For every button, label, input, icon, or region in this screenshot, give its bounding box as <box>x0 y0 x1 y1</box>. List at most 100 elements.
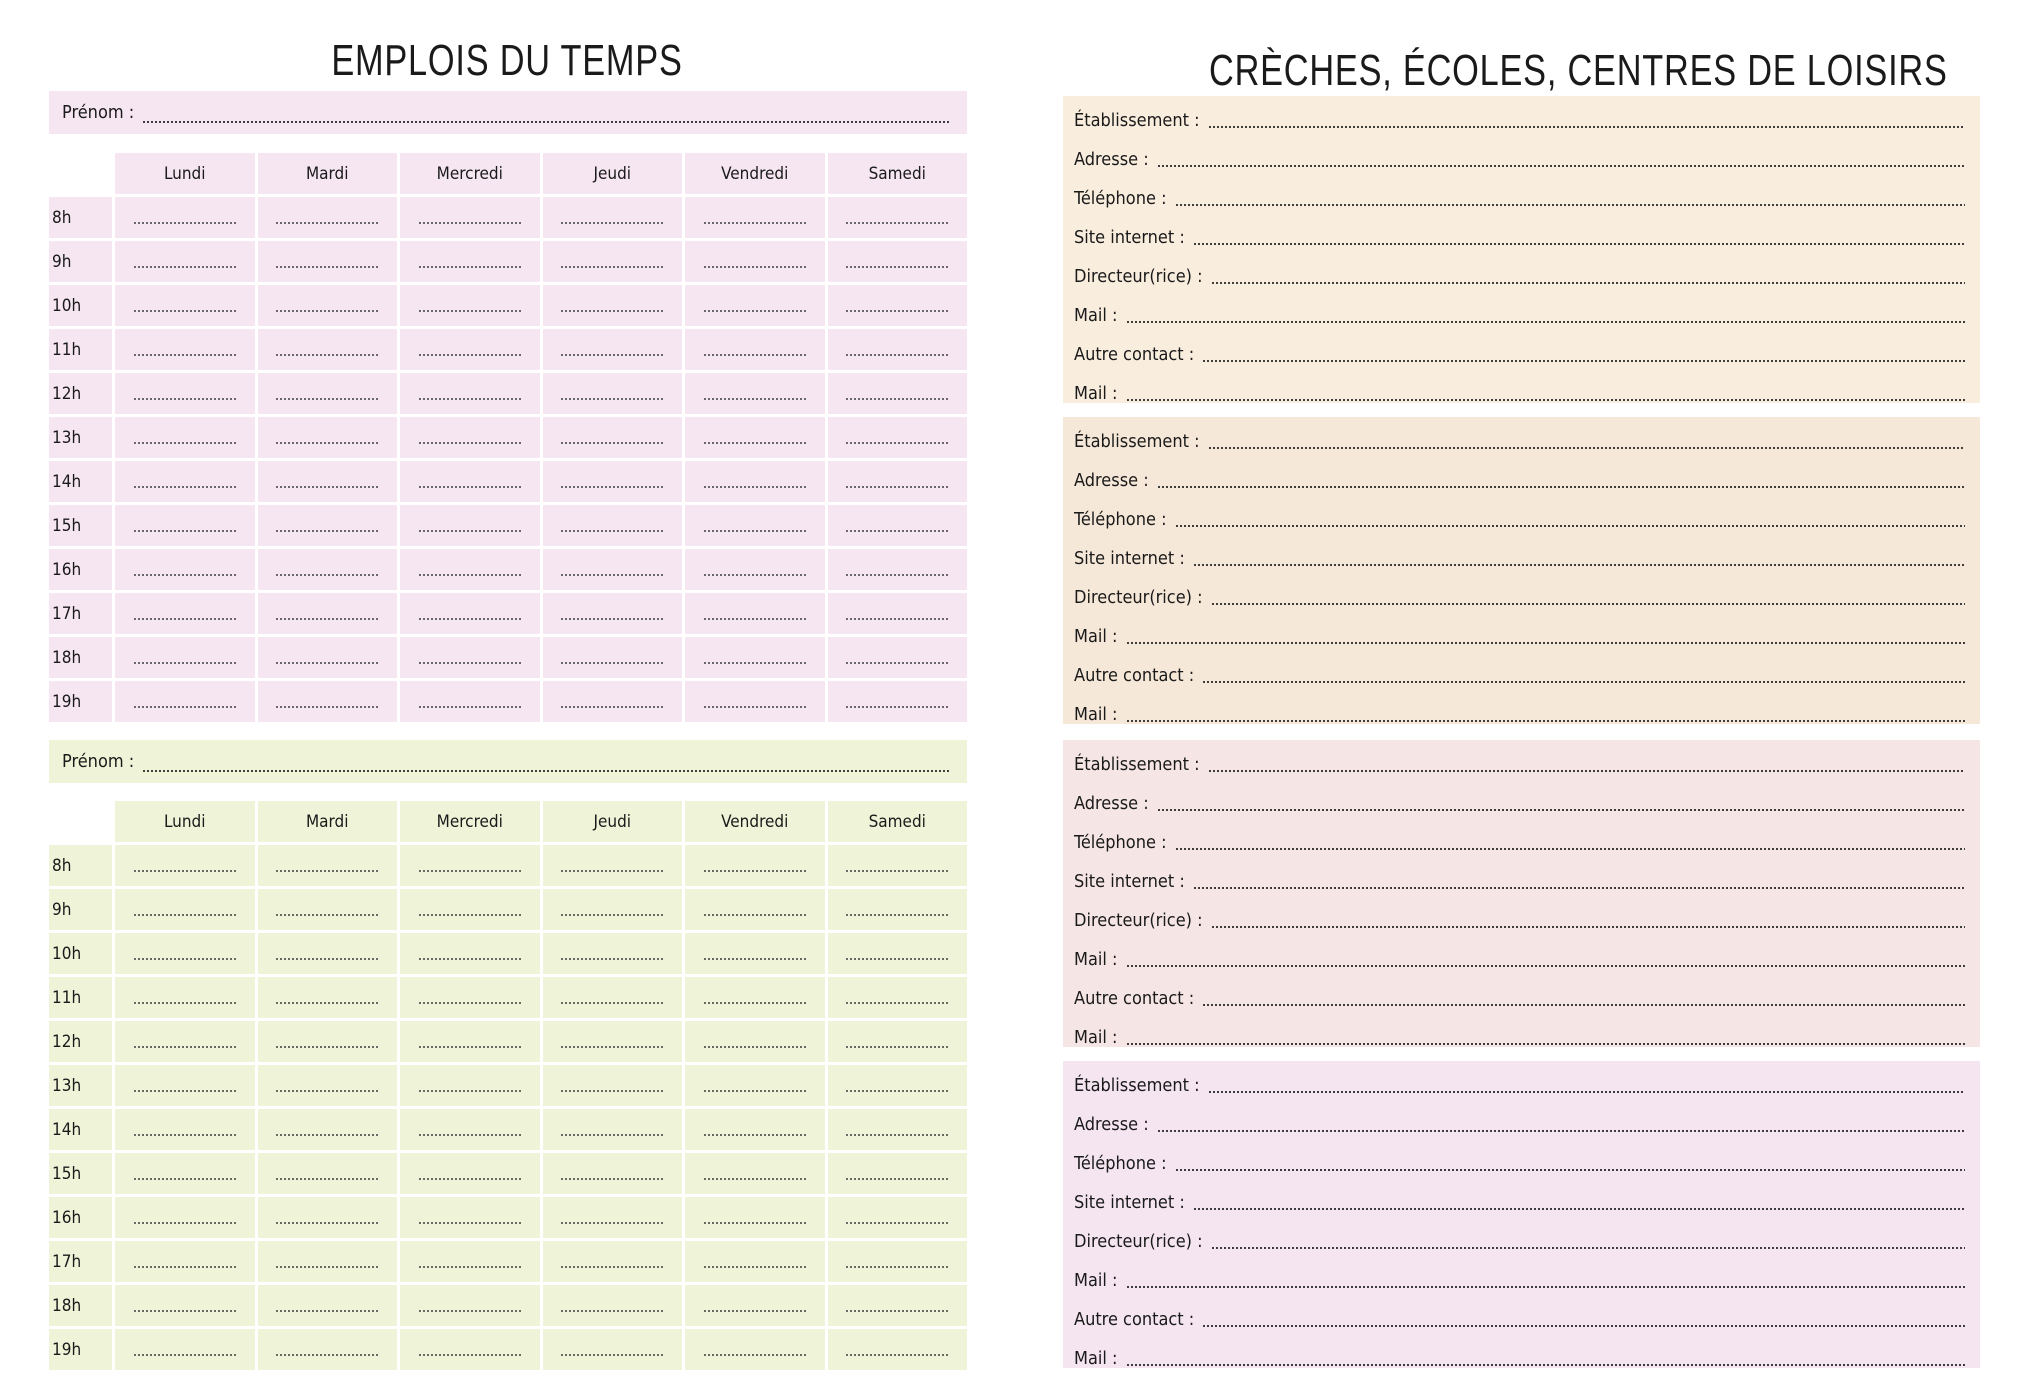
schedule-cell[interactable] <box>257 637 397 678</box>
dotted-line[interactable] <box>1210 925 1965 929</box>
schedule-cell[interactable] <box>685 1329 825 1370</box>
schedule-cell[interactable] <box>115 1285 255 1326</box>
schedule-cell[interactable] <box>685 889 825 930</box>
schedule-cell[interactable] <box>400 1109 540 1150</box>
dotted-line[interactable] <box>1192 886 1965 890</box>
schedule-cell[interactable] <box>542 285 682 326</box>
schedule-cell[interactable] <box>400 197 540 238</box>
schedule-cell[interactable] <box>542 373 682 414</box>
schedule-cell[interactable] <box>542 1329 682 1370</box>
schedule-cell[interactable] <box>400 461 540 502</box>
dotted-line[interactable] <box>1192 242 1965 246</box>
schedule-cell[interactable] <box>257 889 397 930</box>
schedule-cell[interactable] <box>827 373 967 414</box>
dotted-line[interactable] <box>1125 1042 1965 1046</box>
dotted-line[interactable] <box>1156 808 1965 812</box>
schedule-cell[interactable] <box>400 845 540 886</box>
schedule-cell[interactable] <box>542 417 682 458</box>
schedule-cell[interactable] <box>827 1021 967 1062</box>
dotted-line[interactable] <box>1125 398 1965 402</box>
schedule-cell[interactable] <box>685 1021 825 1062</box>
schedule-cell[interactable] <box>257 1021 397 1062</box>
schedule-cell[interactable] <box>400 285 540 326</box>
schedule-cell[interactable] <box>115 549 255 590</box>
schedule-cell[interactable] <box>685 549 825 590</box>
schedule-cell[interactable] <box>115 1329 255 1370</box>
schedule-cell[interactable] <box>827 593 967 634</box>
schedule-cell[interactable] <box>257 1153 397 1194</box>
schedule-cell[interactable] <box>542 197 682 238</box>
schedule-cell[interactable] <box>257 373 397 414</box>
form-line[interactable]: Autre contact : <box>1074 335 1965 374</box>
schedule-cell[interactable] <box>115 373 255 414</box>
schedule-cell[interactable] <box>115 977 255 1018</box>
schedule-cell[interactable] <box>685 285 825 326</box>
form-line[interactable]: Mail : <box>1074 617 1965 656</box>
schedule-cell[interactable] <box>827 1241 967 1282</box>
dotted-line[interactable] <box>1192 1207 1965 1211</box>
schedule-cell[interactable] <box>542 1153 682 1194</box>
dotted-line[interactable] <box>1210 1246 1965 1250</box>
schedule-cell[interactable] <box>400 637 540 678</box>
form-line[interactable]: Téléphone : <box>1074 500 1965 539</box>
schedule-cell[interactable] <box>400 681 540 722</box>
schedule-cell[interactable] <box>115 681 255 722</box>
schedule-cell[interactable] <box>542 933 682 974</box>
dotted-line[interactable] <box>1202 1003 1965 1007</box>
form-line[interactable]: Établissement : <box>1074 101 1965 140</box>
form-line[interactable]: Adresse : <box>1074 784 1965 823</box>
form-line[interactable]: Directeur(rice) : <box>1074 578 1965 617</box>
dotted-line[interactable] <box>1210 281 1965 285</box>
dotted-line[interactable] <box>1202 1324 1965 1328</box>
form-line[interactable]: Adresse : <box>1074 140 1965 179</box>
schedule-cell[interactable] <box>827 933 967 974</box>
schedule-cell[interactable] <box>542 329 682 370</box>
schedule-cell[interactable] <box>400 1285 540 1326</box>
schedule-cell[interactable] <box>542 549 682 590</box>
schedule-cell[interactable] <box>685 1285 825 1326</box>
schedule-cell[interactable] <box>257 1109 397 1150</box>
schedule-cell[interactable] <box>685 637 825 678</box>
schedule-cell[interactable] <box>827 1153 967 1194</box>
schedule-cell[interactable] <box>400 241 540 282</box>
schedule-cell[interactable] <box>115 845 255 886</box>
schedule-cell[interactable] <box>827 1109 967 1150</box>
form-line[interactable]: Mail : <box>1074 296 1965 335</box>
dotted-line[interactable] <box>1202 359 1965 363</box>
form-line[interactable]: Autre contact : <box>1074 1300 1965 1339</box>
schedule-cell[interactable] <box>542 1241 682 1282</box>
schedule-cell[interactable] <box>115 197 255 238</box>
schedule-cell[interactable] <box>542 889 682 930</box>
form-line[interactable]: Mail : <box>1074 1261 1965 1300</box>
schedule-cell[interactable] <box>257 241 397 282</box>
schedule-cell[interactable] <box>685 461 825 502</box>
form-line[interactable]: Site internet : <box>1074 862 1965 901</box>
schedule-cell[interactable] <box>257 329 397 370</box>
schedule-cell[interactable] <box>400 329 540 370</box>
schedule-cell[interactable] <box>542 593 682 634</box>
schedule-cell[interactable] <box>827 637 967 678</box>
schedule-cell[interactable] <box>115 933 255 974</box>
dotted-line[interactable] <box>1125 320 1965 324</box>
schedule-cell[interactable] <box>542 241 682 282</box>
schedule-cell[interactable] <box>827 977 967 1018</box>
form-line[interactable]: Autre contact : <box>1074 979 1965 1018</box>
schedule-cell[interactable] <box>400 889 540 930</box>
schedule-cell[interactable] <box>400 505 540 546</box>
schedule-cell[interactable] <box>257 681 397 722</box>
schedule-cell[interactable] <box>257 1285 397 1326</box>
schedule-cell[interactable] <box>827 329 967 370</box>
schedule-cell[interactable] <box>400 373 540 414</box>
schedule-cell[interactable] <box>115 461 255 502</box>
schedule-cell[interactable] <box>827 889 967 930</box>
schedule-cell[interactable] <box>685 977 825 1018</box>
schedule-cell[interactable] <box>685 329 825 370</box>
schedule-cell[interactable] <box>257 1065 397 1106</box>
schedule-cell[interactable] <box>400 1021 540 1062</box>
dotted-line[interactable] <box>1192 563 1965 567</box>
form-line[interactable]: Site internet : <box>1074 1183 1965 1222</box>
form-line[interactable]: Téléphone : <box>1074 1144 1965 1183</box>
form-line[interactable]: Mail : <box>1074 695 1965 734</box>
schedule-cell[interactable] <box>257 1329 397 1370</box>
dotted-line[interactable] <box>1202 680 1965 684</box>
